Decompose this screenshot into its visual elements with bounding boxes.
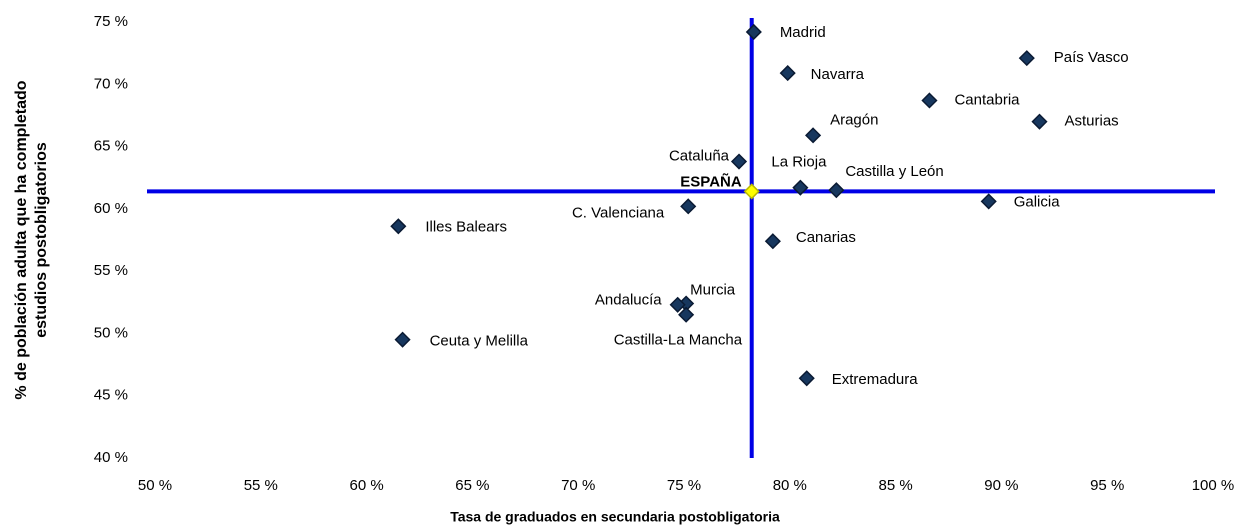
point-label: Navarra xyxy=(811,66,865,83)
y-axis-title-line: estudios postobligatorios xyxy=(33,142,50,338)
point-label: Castilla-La Mancha xyxy=(614,332,743,349)
point xyxy=(730,153,748,170)
x-tick-label: 70 % xyxy=(561,477,595,494)
point xyxy=(792,179,809,196)
x-tick-label: 90 % xyxy=(984,477,1018,494)
point xyxy=(745,23,762,41)
x-axis-title: Tasa de graduados en secundaria postobli… xyxy=(450,509,780,525)
point-label: Galicia xyxy=(1014,193,1061,210)
x-tick-label: 55 % xyxy=(244,477,278,494)
y-tick-label: 40 % xyxy=(94,449,128,466)
point-label: Asturias xyxy=(1064,113,1118,130)
point-label: Ceuta y Melilla xyxy=(430,333,529,350)
y-tick-label: 55 % xyxy=(94,262,128,279)
point xyxy=(980,193,997,210)
point xyxy=(1031,113,1048,130)
point xyxy=(394,331,411,348)
point-label: Cataluña xyxy=(669,147,730,164)
x-tick-label: 65 % xyxy=(455,477,489,494)
point-label: País Vasco xyxy=(1054,49,1129,66)
point-label: Castilla y León xyxy=(845,163,943,180)
point-label: Aragón xyxy=(830,111,878,128)
point xyxy=(678,306,695,323)
point xyxy=(390,218,407,235)
y-tick-label: 75 % xyxy=(94,13,128,30)
point xyxy=(1018,50,1035,67)
point xyxy=(680,198,697,215)
point-label: Canarias xyxy=(796,229,856,246)
point-label: Murcia xyxy=(690,282,736,299)
point xyxy=(798,370,815,387)
point xyxy=(764,233,781,250)
x-tick-label: 60 % xyxy=(349,477,383,494)
x-tick-label: 100 % xyxy=(1192,477,1235,494)
y-tick-label: 60 % xyxy=(94,200,128,217)
x-tick-label: 80 % xyxy=(773,477,807,494)
x-tick-label: 85 % xyxy=(878,477,912,494)
point-label: Cantabria xyxy=(954,91,1020,108)
point-label: Illes Balears xyxy=(425,218,507,235)
point-label: Andalucía xyxy=(595,292,662,309)
highlight-point xyxy=(743,183,760,200)
y-tick-label: 65 % xyxy=(94,138,128,155)
point xyxy=(921,92,938,109)
point-label: La Rioja xyxy=(771,154,827,171)
y-tick-label: 50 % xyxy=(94,324,128,341)
y-tick-label: 70 % xyxy=(94,75,128,92)
y-tick-label: 45 % xyxy=(94,387,128,404)
point-label: C. Valenciana xyxy=(572,204,665,221)
point xyxy=(779,65,796,82)
point-label: Madrid xyxy=(780,24,826,41)
x-tick-label: 95 % xyxy=(1090,477,1124,494)
point-label: ESPAÑA xyxy=(680,172,742,190)
y-axis-title: % de población adulta que ha completado … xyxy=(13,80,50,399)
point-label: Extremadura xyxy=(832,371,919,388)
point xyxy=(669,296,686,313)
point xyxy=(828,182,845,199)
x-tick-label: 50 % xyxy=(138,477,172,494)
y-axis-title-line: % de población adulta que ha completado xyxy=(13,80,30,399)
point xyxy=(805,127,822,144)
x-tick-label: 75 % xyxy=(667,477,701,494)
